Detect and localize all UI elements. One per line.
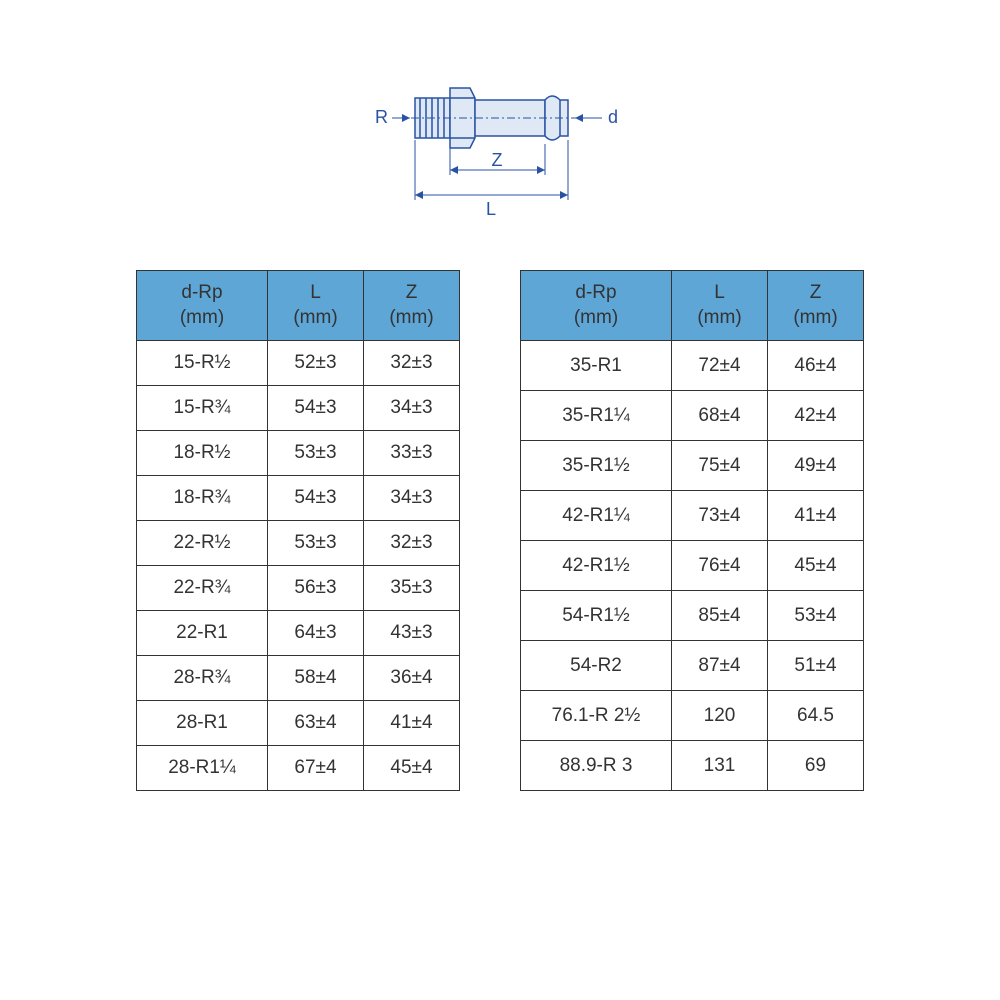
col-dRp: d-Rp(mm) (137, 271, 268, 341)
cell-L: 67±4 (268, 746, 364, 791)
table-row: 22-R164±343±3 (137, 611, 460, 656)
table-row: 76.1-R 2½12064.5 (521, 691, 864, 741)
col-dRp: d-Rp(mm) (521, 271, 672, 341)
cell-L: 75±4 (672, 441, 768, 491)
cell-L: 54±3 (268, 476, 364, 521)
cell-d: 15-R¾ (137, 386, 268, 431)
table-row: 42-R1½76±445±4 (521, 541, 864, 591)
cell-Z: 42±4 (768, 391, 864, 441)
cell-Z: 46±4 (768, 341, 864, 391)
tables-container: d-Rp(mm) L(mm) Z(mm) 15-R½52±332±315-R¾5… (0, 230, 1000, 791)
cell-Z: 34±3 (364, 386, 460, 431)
table-row: 22-R½53±332±3 (137, 521, 460, 566)
cell-Z: 34±3 (364, 476, 460, 521)
cell-Z: 43±3 (364, 611, 460, 656)
cell-d: 35-R1¼ (521, 391, 672, 441)
table-row: 15-R¾54±334±3 (137, 386, 460, 431)
cell-L: 120 (672, 691, 768, 741)
table-row: 88.9-R 313169 (521, 741, 864, 791)
cell-L: 53±3 (268, 521, 364, 566)
cell-Z: 36±4 (364, 656, 460, 701)
cell-Z: 49±4 (768, 441, 864, 491)
col-L: L(mm) (672, 271, 768, 341)
cell-L: 63±4 (268, 701, 364, 746)
cell-d: 22-R¾ (137, 566, 268, 611)
cell-L: 54±3 (268, 386, 364, 431)
dimensions-table-2: d-Rp(mm) L(mm) Z(mm) 35-R172±446±435-R1¼… (520, 270, 864, 791)
cell-L: 64±3 (268, 611, 364, 656)
cell-L: 52±3 (268, 341, 364, 386)
table-row: 35-R1½75±449±4 (521, 441, 864, 491)
cell-Z: 32±3 (364, 521, 460, 566)
cell-d: 76.1-R 2½ (521, 691, 672, 741)
cell-d: 35-R1 (521, 341, 672, 391)
table-row: 54-R287±451±4 (521, 641, 864, 691)
cell-d: 42-R1½ (521, 541, 672, 591)
fitting-diagram: R d Z L (0, 0, 1000, 230)
cell-d: 42-R1¼ (521, 491, 672, 541)
cell-d: 15-R½ (137, 341, 268, 386)
cell-d: 54-R1½ (521, 591, 672, 641)
table-row: 42-R1¼73±441±4 (521, 491, 864, 541)
cell-Z: 64.5 (768, 691, 864, 741)
col-Z: Z(mm) (768, 271, 864, 341)
table-row: 35-R172±446±4 (521, 341, 864, 391)
cell-L: 87±4 (672, 641, 768, 691)
cell-Z: 41±4 (364, 701, 460, 746)
cell-d: 28-R1 (137, 701, 268, 746)
col-Z: Z(mm) (364, 271, 460, 341)
table-row: 15-R½52±332±3 (137, 341, 460, 386)
cell-L: 72±4 (672, 341, 768, 391)
cell-d: 18-R½ (137, 431, 268, 476)
cell-d: 28-R1¼ (137, 746, 268, 791)
table-row: 28-R1¼67±445±4 (137, 746, 460, 791)
diagram-svg: R d Z L (340, 50, 660, 230)
cell-L: 68±4 (672, 391, 768, 441)
cell-d: 35-R1½ (521, 441, 672, 491)
cell-d: 22-R1 (137, 611, 268, 656)
cell-Z: 32±3 (364, 341, 460, 386)
cell-Z: 69 (768, 741, 864, 791)
label-L: L (486, 199, 496, 219)
cell-L: 76±4 (672, 541, 768, 591)
table-row: 22-R¾56±335±3 (137, 566, 460, 611)
dimensions-table-1: d-Rp(mm) L(mm) Z(mm) 15-R½52±332±315-R¾5… (136, 270, 460, 791)
cell-L: 85±4 (672, 591, 768, 641)
cell-L: 53±3 (268, 431, 364, 476)
label-R: R (375, 107, 388, 127)
table-row: 18-R½53±333±3 (137, 431, 460, 476)
table-row: 28-R163±441±4 (137, 701, 460, 746)
table-row: 28-R¾58±436±4 (137, 656, 460, 701)
cell-Z: 35±3 (364, 566, 460, 611)
cell-L: 58±4 (268, 656, 364, 701)
label-d: d (608, 107, 618, 127)
table-row: 54-R1½85±453±4 (521, 591, 864, 641)
cell-Z: 45±4 (768, 541, 864, 591)
cell-Z: 53±4 (768, 591, 864, 641)
cell-d: 54-R2 (521, 641, 672, 691)
cell-Z: 41±4 (768, 491, 864, 541)
cell-L: 131 (672, 741, 768, 791)
cell-Z: 51±4 (768, 641, 864, 691)
table-row: 18-R¾54±334±3 (137, 476, 460, 521)
cell-d: 22-R½ (137, 521, 268, 566)
cell-d: 28-R¾ (137, 656, 268, 701)
cell-L: 56±3 (268, 566, 364, 611)
cell-L: 73±4 (672, 491, 768, 541)
table-row: 35-R1¼68±442±4 (521, 391, 864, 441)
cell-d: 88.9-R 3 (521, 741, 672, 791)
cell-Z: 45±4 (364, 746, 460, 791)
col-L: L(mm) (268, 271, 364, 341)
label-Z: Z (492, 150, 503, 170)
cell-d: 18-R¾ (137, 476, 268, 521)
cell-Z: 33±3 (364, 431, 460, 476)
